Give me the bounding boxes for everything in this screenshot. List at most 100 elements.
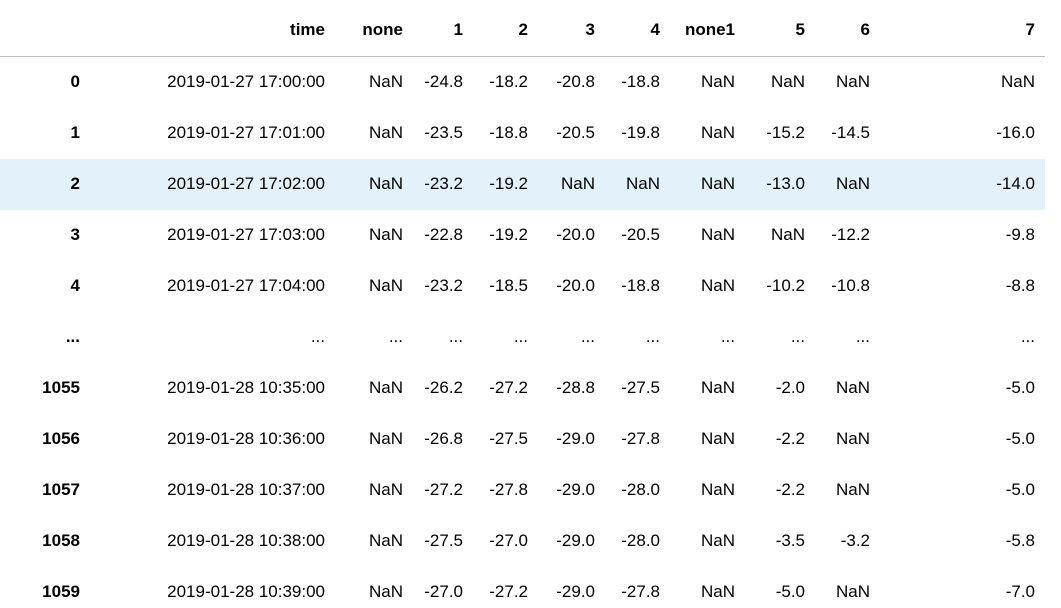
table-cell: -2.0 xyxy=(775,378,805,397)
table-cell: NaN xyxy=(368,174,403,193)
table-cell: -10.2 xyxy=(766,276,805,295)
table-cell: NaN xyxy=(835,582,870,601)
table-cell: -5.0 xyxy=(775,582,805,601)
row-index: ... xyxy=(65,327,80,346)
table-cell: -14.5 xyxy=(831,123,870,142)
column-header: 7 xyxy=(1025,20,1035,39)
table-cell: NaN xyxy=(368,378,403,397)
table-cell: -27.5 xyxy=(489,429,528,448)
table-cell: NaN xyxy=(368,531,403,550)
table-cell: NaN xyxy=(700,429,735,448)
hover-row-highlight xyxy=(0,158,1045,210)
column-header: none xyxy=(362,20,403,39)
table-cell: -13.0 xyxy=(766,174,805,193)
table-cell: NaN xyxy=(368,72,403,91)
table-cell: -20.0 xyxy=(556,225,595,244)
table-cell: -12.2 xyxy=(831,225,870,244)
table-cell: -27.0 xyxy=(424,582,463,601)
column-header: 6 xyxy=(860,20,870,39)
column-header: 1 xyxy=(453,20,463,39)
table-cell: NaN xyxy=(700,531,735,550)
table-cell: 2019-01-27 17:03:00 xyxy=(167,225,325,244)
table-cell: -5.0 xyxy=(1005,378,1035,397)
table-cell: -26.2 xyxy=(424,378,463,397)
table-cell: -20.8 xyxy=(556,72,595,91)
table-cell: NaN xyxy=(368,480,403,499)
table-cell: NaN xyxy=(770,225,805,244)
table-cell: -7.0 xyxy=(1005,582,1035,601)
table-cell: 2019-01-27 17:00:00 xyxy=(167,72,325,91)
table-cell: -27.8 xyxy=(621,429,660,448)
table-cell: -18.2 xyxy=(489,72,528,91)
table-cell: -9.8 xyxy=(1005,225,1035,244)
table-cell: -28.8 xyxy=(556,378,595,397)
table-cell: -19.2 xyxy=(489,174,528,193)
table-cell: 2019-01-27 17:02:00 xyxy=(167,174,325,193)
table-cell: -23.2 xyxy=(424,276,463,295)
table-cell: ... xyxy=(790,327,805,346)
row-index: 1058 xyxy=(42,531,80,550)
table-cell: -18.5 xyxy=(489,276,528,295)
table-cell: NaN xyxy=(835,429,870,448)
column-header: time xyxy=(290,20,325,39)
column-header: none1 xyxy=(684,20,735,39)
table-cell: ... xyxy=(645,327,660,346)
table-cell: 2019-01-28 10:35:00 xyxy=(167,378,325,397)
table-cell: -27.0 xyxy=(489,531,528,550)
table-cell: NaN xyxy=(700,480,735,499)
table-cell: -29.0 xyxy=(556,480,595,499)
table-cell: 2019-01-27 17:01:00 xyxy=(167,123,325,142)
table-cell: NaN xyxy=(835,378,870,397)
table-cell: -20.0 xyxy=(556,276,595,295)
table-cell: NaN xyxy=(625,174,660,193)
table-cell: NaN xyxy=(700,123,735,142)
table-cell: ... xyxy=(1020,327,1035,346)
row-index: 2 xyxy=(70,174,80,193)
table-cell: -19.2 xyxy=(489,225,528,244)
table-cell: NaN xyxy=(770,72,805,91)
table-cell: ... xyxy=(580,327,595,346)
table-cell: NaN xyxy=(835,480,870,499)
table-cell: -2.2 xyxy=(775,429,805,448)
table-cell: NaN xyxy=(700,582,735,601)
table-cell: -27.8 xyxy=(621,582,660,601)
table-cell: -29.0 xyxy=(556,531,595,550)
table-cell: -20.5 xyxy=(556,123,595,142)
table-cell: -2.2 xyxy=(775,480,805,499)
table-cell: 2019-01-28 10:39:00 xyxy=(167,582,325,601)
table-cell: -27.2 xyxy=(424,480,463,499)
row-index: 4 xyxy=(70,276,80,295)
table-cell: ... xyxy=(388,327,403,346)
table-cell: NaN xyxy=(368,429,403,448)
column-header: 4 xyxy=(650,20,660,39)
table-cell: -29.0 xyxy=(556,429,595,448)
table-cell: -18.8 xyxy=(621,276,660,295)
table-cell: -26.8 xyxy=(424,429,463,448)
table-cell: NaN xyxy=(368,276,403,295)
table-cell: 2019-01-28 10:38:00 xyxy=(167,531,325,550)
row-index: 0 xyxy=(70,72,80,91)
table-cell: -14.0 xyxy=(996,174,1035,193)
table-cell: -24.8 xyxy=(424,72,463,91)
table-cell: NaN xyxy=(368,582,403,601)
table-cell: ... xyxy=(513,327,528,346)
table-cell: NaN xyxy=(700,225,735,244)
table-cell: -28.0 xyxy=(621,480,660,499)
table-cell: -29.0 xyxy=(556,582,595,601)
table-cell: 2019-01-28 10:36:00 xyxy=(167,429,325,448)
table-cell: -15.2 xyxy=(766,123,805,142)
column-header: 3 xyxy=(585,20,595,39)
table-cell: -3.2 xyxy=(840,531,870,550)
table-cell: -27.5 xyxy=(621,378,660,397)
table-cell: -3.5 xyxy=(775,531,805,550)
table-cell: -27.2 xyxy=(489,582,528,601)
table-cell: -8.8 xyxy=(1005,276,1035,295)
table-cell: NaN xyxy=(700,378,735,397)
row-index: 1059 xyxy=(42,582,80,601)
table-cell: ... xyxy=(720,327,735,346)
table-cell: -27.8 xyxy=(489,480,528,499)
table-cell: NaN xyxy=(700,276,735,295)
table-cell: NaN xyxy=(700,174,735,193)
column-header: 2 xyxy=(518,20,528,39)
table-cell: -18.8 xyxy=(489,123,528,142)
